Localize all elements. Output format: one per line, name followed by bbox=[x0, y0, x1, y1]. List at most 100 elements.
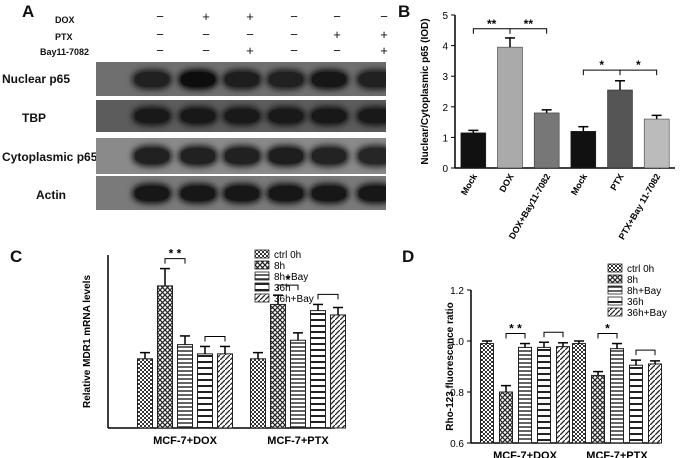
blot-label-nuclear-p65: Nuclear p65 bbox=[2, 72, 71, 86]
legend-swatch bbox=[254, 282, 270, 292]
bar bbox=[643, 118, 670, 169]
significance-label: * bbox=[605, 322, 610, 336]
x-tick-label: Mock bbox=[459, 171, 480, 197]
blot-strip-actin bbox=[96, 176, 386, 210]
y-tick-label: 0 bbox=[442, 164, 448, 175]
significance-bracket bbox=[509, 28, 548, 34]
bar bbox=[460, 132, 487, 169]
bar bbox=[197, 353, 213, 429]
y-axis-label: Rho-123 fluorescence ratio bbox=[445, 302, 456, 430]
legend-swatch bbox=[607, 263, 623, 273]
legend-label: 8h bbox=[274, 261, 285, 272]
significance-label: * * bbox=[509, 322, 522, 336]
blot-band bbox=[135, 109, 169, 123]
blot-band bbox=[225, 109, 259, 123]
y-tick-label: 3 bbox=[442, 72, 448, 83]
blot-band bbox=[135, 72, 169, 87]
bar bbox=[217, 353, 233, 429]
blot-band bbox=[135, 186, 169, 201]
chart-b: 0 1 2 3 4 5 Nuclear/Cytoplasmic p65 (IOD) Mock D… bbox=[420, 11, 675, 240]
blot-band bbox=[312, 186, 346, 201]
significance-label: * bbox=[599, 58, 604, 72]
blot-band bbox=[359, 109, 386, 123]
panel-label-b: B bbox=[398, 2, 411, 21]
blot-band bbox=[312, 109, 346, 123]
significance-label: ** bbox=[524, 17, 534, 31]
significance-bracket bbox=[505, 333, 526, 339]
x-tick-label: MCF-7+PTX bbox=[267, 435, 329, 447]
x-tick-label: MCF-7+PTX bbox=[586, 450, 648, 458]
treatment-sign: − bbox=[333, 9, 341, 24]
blot-band bbox=[312, 72, 346, 87]
significance-label: * bbox=[636, 58, 641, 72]
treatment-label-bay: Bay11-7082 bbox=[40, 47, 90, 57]
panel-label-d: D bbox=[402, 247, 415, 266]
significance-bracket bbox=[543, 331, 564, 338]
significance-label: * * bbox=[169, 247, 182, 261]
x-tick-label: Mock bbox=[569, 171, 590, 197]
treatment-sign: + bbox=[380, 43, 388, 58]
chart-c: Relative MDR1 mRNA levels MCF-7+DOX MCF-7+… bbox=[82, 247, 346, 447]
y-tick-label: 5 bbox=[442, 11, 448, 22]
x-tick-label: PTX+Bay 11-7082 bbox=[617, 172, 663, 240]
bar bbox=[533, 112, 560, 169]
treatment-sign: − bbox=[202, 27, 210, 42]
legend-swatch bbox=[607, 285, 623, 295]
bar bbox=[629, 364, 643, 444]
legend-label: 8h bbox=[627, 275, 638, 286]
blot-band bbox=[359, 186, 386, 201]
y-axis-label: Nuclear/Cytoplasmic p65 (IOD) bbox=[420, 18, 431, 164]
blot-band bbox=[269, 72, 303, 87]
legend-label: ctrl 0h bbox=[627, 264, 654, 275]
blot-band bbox=[359, 148, 386, 164]
y-tick-label: 1 bbox=[442, 133, 448, 144]
bar bbox=[570, 131, 597, 169]
bar bbox=[480, 343, 494, 444]
western-blot-panel: DOX PTX Bay11-7082 Nuclear p65 TBP Cytop… bbox=[0, 0, 395, 215]
treatment-sign: + bbox=[380, 27, 388, 42]
bar bbox=[270, 303, 286, 429]
bar bbox=[177, 344, 193, 429]
bar bbox=[607, 89, 633, 169]
bar bbox=[250, 358, 266, 429]
x-tick-label: MCF-7+DOX bbox=[153, 435, 218, 447]
treatment-label-dox: DOX bbox=[55, 15, 75, 25]
treatment-sign: + bbox=[246, 9, 254, 24]
y-tick-label: 2 bbox=[442, 103, 448, 114]
legend-swatch bbox=[254, 260, 270, 270]
treatment-sign: − bbox=[202, 43, 210, 58]
bar bbox=[310, 310, 326, 429]
legend-label: 36h bbox=[274, 283, 291, 294]
bar bbox=[591, 374, 605, 444]
bar bbox=[518, 346, 532, 444]
legend-swatch bbox=[607, 274, 623, 284]
bar bbox=[610, 348, 624, 444]
legend-label: 36h bbox=[627, 297, 644, 308]
blot-band bbox=[225, 186, 259, 201]
x-tick-label: MCF-7+DOX bbox=[493, 450, 558, 458]
treatment-sign: − bbox=[333, 43, 341, 58]
bar bbox=[330, 314, 346, 429]
blot-band bbox=[359, 72, 386, 87]
blot-label-tbp: TBP bbox=[22, 111, 46, 125]
bar bbox=[648, 363, 662, 444]
y-tick-label: 4 bbox=[442, 42, 448, 53]
legend-swatch bbox=[607, 296, 623, 306]
blot-band bbox=[312, 148, 346, 164]
treatment-sign: − bbox=[290, 27, 298, 42]
bar bbox=[497, 46, 523, 169]
x-tick-label: DOX bbox=[497, 172, 515, 194]
y-tick-label: 0.8 bbox=[450, 388, 464, 399]
x-tick-label: PTX bbox=[608, 172, 625, 192]
treatment-sign: + bbox=[202, 9, 210, 24]
bar bbox=[290, 339, 306, 429]
treatment-sign: + bbox=[333, 27, 341, 42]
significance-bracket bbox=[277, 284, 299, 291]
legend-swatch bbox=[254, 293, 270, 303]
significance-bracket bbox=[164, 258, 186, 264]
blot-band bbox=[225, 72, 259, 87]
blot-band bbox=[181, 148, 215, 164]
legend-label: 36h+Bay bbox=[627, 308, 667, 319]
legend-label: 8h+Bay bbox=[627, 286, 661, 297]
blot-label-cytoplasmic-p65: Cytoplasmic p65 bbox=[2, 150, 98, 164]
